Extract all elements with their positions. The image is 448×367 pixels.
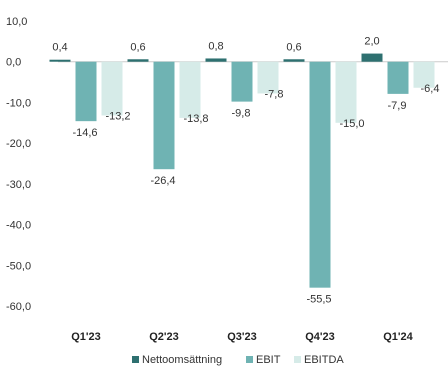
bar-ebit <box>309 61 331 288</box>
bar-ebit <box>231 61 253 102</box>
y-tick-label: -30,0 <box>6 179 31 191</box>
legend-label: Nettoomsättning <box>142 354 222 366</box>
legend: Nettoomsättning EBIT EBITDA <box>132 354 344 366</box>
data-label: -13,2 <box>105 110 130 122</box>
y-tick-label: 10,0 <box>6 16 27 28</box>
y-tick-label: -60,0 <box>6 301 31 313</box>
data-label: -7,9 <box>388 100 407 112</box>
data-label: -55,5 <box>306 294 331 306</box>
bar-ebitda <box>101 61 123 116</box>
x-tick-label: Q3'23 <box>227 331 257 343</box>
data-label: 0,6 <box>130 41 145 53</box>
data-label: 0,6 <box>286 41 301 53</box>
data-label: 2,0 <box>364 36 379 48</box>
data-label: -6,4 <box>421 83 440 95</box>
bar-ebitda <box>179 61 201 118</box>
y-axis: 10,0 0,0 -10,0 -20,0 -30,0 -40,0 -50,0 -60,0 <box>6 16 448 313</box>
legend-swatch <box>246 356 253 363</box>
bar-ebit <box>75 61 97 122</box>
bar-nettooms-ttning <box>49 59 71 62</box>
legend-swatch <box>294 356 301 363</box>
bar-nettooms-ttning <box>205 58 227 62</box>
data-label: 0,8 <box>208 40 223 52</box>
legend-swatch <box>132 356 139 363</box>
bar-nettooms-ttning <box>283 59 305 62</box>
data-label: -7,8 <box>265 88 284 100</box>
x-tick-label: Q2'23 <box>149 331 179 343</box>
data-label: 0,4 <box>52 42 67 54</box>
x-axis: Q1'23 Q2'23 Q3'23 Q4'23 Q1'24 <box>71 331 413 343</box>
y-tick-label: -40,0 <box>6 220 31 232</box>
x-tick-label: Q4'23 <box>305 331 335 343</box>
data-labels: 0,4 -14,6 -13,2 0,6 -26,4 -13,8 0,8 -9,8 -7,8 0,6… <box>52 36 439 306</box>
bar-nettooms-ttning <box>127 59 149 62</box>
y-tick-label: -50,0 <box>6 260 31 272</box>
bar-ebitda <box>413 61 435 88</box>
data-label: -13,8 <box>183 113 208 125</box>
data-label: -15,0 <box>339 118 364 130</box>
data-label: -26,4 <box>150 175 175 187</box>
x-tick-label: Q1'24 <box>383 331 413 343</box>
y-tick-label: -10,0 <box>6 97 31 109</box>
bar-nettooms-ttning <box>361 53 383 62</box>
legend-label: EBIT <box>256 354 281 366</box>
bar-ebitda <box>257 61 279 94</box>
x-tick-label: Q1'23 <box>71 331 101 343</box>
bars <box>49 53 435 288</box>
data-label: -14,6 <box>72 127 97 139</box>
bar-ebitda <box>335 61 357 123</box>
y-tick-label: -20,0 <box>6 138 31 150</box>
y-tick-label: 0,0 <box>6 57 21 69</box>
legend-label: EBITDA <box>304 354 344 366</box>
bar-ebit <box>387 61 409 94</box>
bar-ebit <box>153 61 175 170</box>
data-label: -9,8 <box>232 108 251 120</box>
